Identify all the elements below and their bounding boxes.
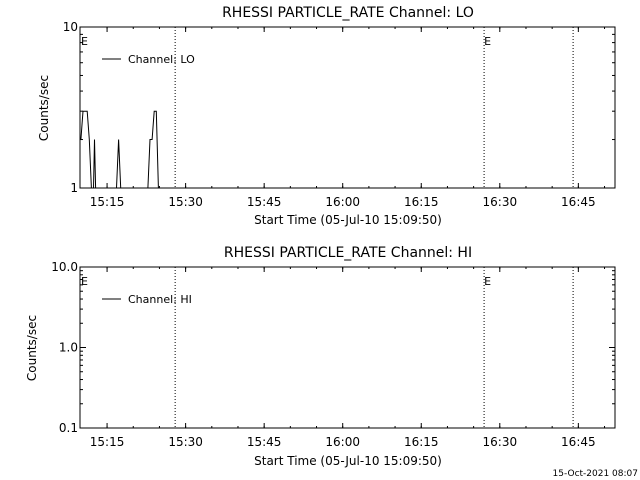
panel-lo-legend: Channel: LO [102, 53, 195, 66]
panel-lo-frame [79, 26, 616, 189]
panel-hi-legend-label: Channel: HI [128, 293, 192, 306]
panel-hi-y-ticks: 0.1 1.0 10.0 [51, 260, 615, 435]
panel-lo: RHESSI PARTICLE_RATE Channel: LO 15:15 15… [37, 5, 616, 227]
panel-lo-title: RHESSI PARTICLE_RATE Channel: LO [222, 5, 474, 21]
panel-hi-y-label: Counts/sec [25, 315, 39, 381]
x-tick-label: 15:30 [168, 195, 203, 209]
x-tick-label: 16:30 [483, 195, 518, 209]
event-marker-label: E [484, 35, 491, 48]
panel-hi: RHESSI PARTICLE_RATE Channel: HI 15:15 15… [25, 245, 616, 468]
event-marker-label: E [81, 35, 88, 48]
panel-hi-legend: Channel: HI [102, 293, 192, 306]
x-tick-label: 16:45 [561, 195, 596, 209]
x-tick-label: 15:15 [90, 435, 125, 449]
panel-lo-series-line [80, 110, 160, 189]
panel-lo-legend-label: Channel: LO [128, 53, 195, 66]
panel-lo-y-label: Counts/sec [37, 75, 51, 141]
panel-hi-frame [79, 266, 616, 429]
x-tick-label: 15:45 [247, 435, 282, 449]
y-tick-label: 1.0 [59, 341, 78, 355]
y-tick-label: 1 [70, 181, 78, 195]
panel-lo-x-label: Start Time (05-Jul-10 15:09:50) [254, 213, 442, 227]
x-tick-label: 16:15 [404, 435, 439, 449]
x-tick-label: 16:15 [404, 195, 439, 209]
y-tick-label: 0.1 [59, 421, 78, 435]
footer-timestamp: 15-Oct-2021 08:07 [553, 469, 638, 479]
panel-hi-title: RHESSI PARTICLE_RATE Channel: HI [224, 245, 472, 261]
x-tick-label: 16:30 [483, 435, 518, 449]
x-tick-label: 16:00 [325, 195, 360, 209]
panel-lo-x-ticks: 15:15 15:30 15:45 16:00 16:15 16:30 16:45 [90, 27, 606, 209]
x-tick-label: 15:45 [247, 195, 282, 209]
event-marker-label: E [484, 275, 491, 288]
y-tick-label: 10 [63, 20, 78, 34]
x-tick-label: 16:45 [561, 435, 596, 449]
panel-hi-x-label: Start Time (05-Jul-10 15:09:50) [254, 454, 442, 468]
y-tick-label: 10.0 [51, 260, 78, 274]
x-tick-label: 16:00 [325, 435, 360, 449]
panel-hi-x-ticks: 15:15 15:30 15:45 16:00 16:15 16:30 16:45 [90, 267, 606, 449]
x-tick-label: 15:15 [90, 195, 125, 209]
panel-lo-y-ticks: 1 10 [63, 20, 615, 195]
x-tick-label: 15:30 [168, 435, 203, 449]
event-marker-label: E [81, 275, 88, 288]
